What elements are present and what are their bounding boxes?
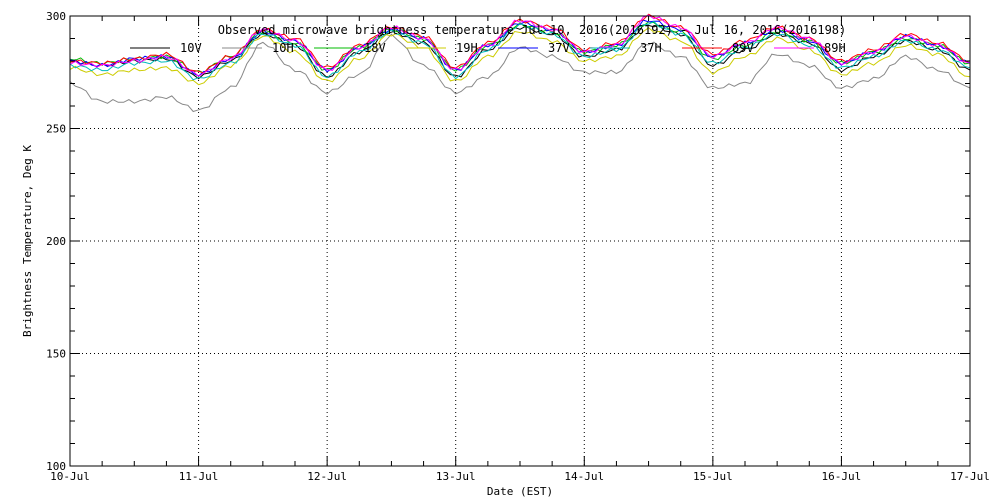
legend-label: 19H <box>456 41 478 55</box>
legend-label: 89H <box>824 41 846 55</box>
grid <box>70 16 970 466</box>
x-tick-label: 11-Jul <box>179 470 219 483</box>
y-tick-label: 150 <box>46 348 66 361</box>
y-tick-label: 100 <box>46 460 66 473</box>
x-tick-label: 14-Jul <box>564 470 604 483</box>
y-tick-label: 300 <box>46 10 66 23</box>
legend-label: 10V <box>180 41 202 55</box>
chart-title: Observed microwave brightness temperatur… <box>218 23 847 37</box>
legend-label: 89V <box>732 41 754 55</box>
legend-label: 37H <box>640 41 662 55</box>
legend-label: 37V <box>548 41 570 55</box>
legend: 10V 10H 18V 19H 37V 37H 89V 89H <box>130 41 846 55</box>
y-axis-title: Brightness Temperature, Deg K <box>21 145 34 337</box>
x-tick-label: 12-Jul <box>307 470 347 483</box>
x-tick-label: 16-Jul <box>822 470 862 483</box>
series-line-37h <box>69 20 971 81</box>
x-axis-title: Date (EST) <box>487 485 553 498</box>
legend-label: 10H <box>272 41 294 55</box>
legend-label: 18V <box>364 41 386 55</box>
y-tick-label: 200 <box>46 235 66 248</box>
x-tick-label: 10-Jul <box>50 470 90 483</box>
y-tick-label: 250 <box>46 123 66 136</box>
ticks: 100 150 200 250 300 10-Jul 11-Jul 12-Jul 13-Jul 1… <box>46 10 990 483</box>
x-tick-label: 15-Jul <box>693 470 733 483</box>
x-tick-label: 13-Jul <box>436 470 476 483</box>
series-line-19h <box>69 27 971 86</box>
series-line-89h <box>69 14 971 77</box>
x-tick-label: 17-Jul <box>950 470 990 483</box>
series-line-10h <box>69 33 971 113</box>
